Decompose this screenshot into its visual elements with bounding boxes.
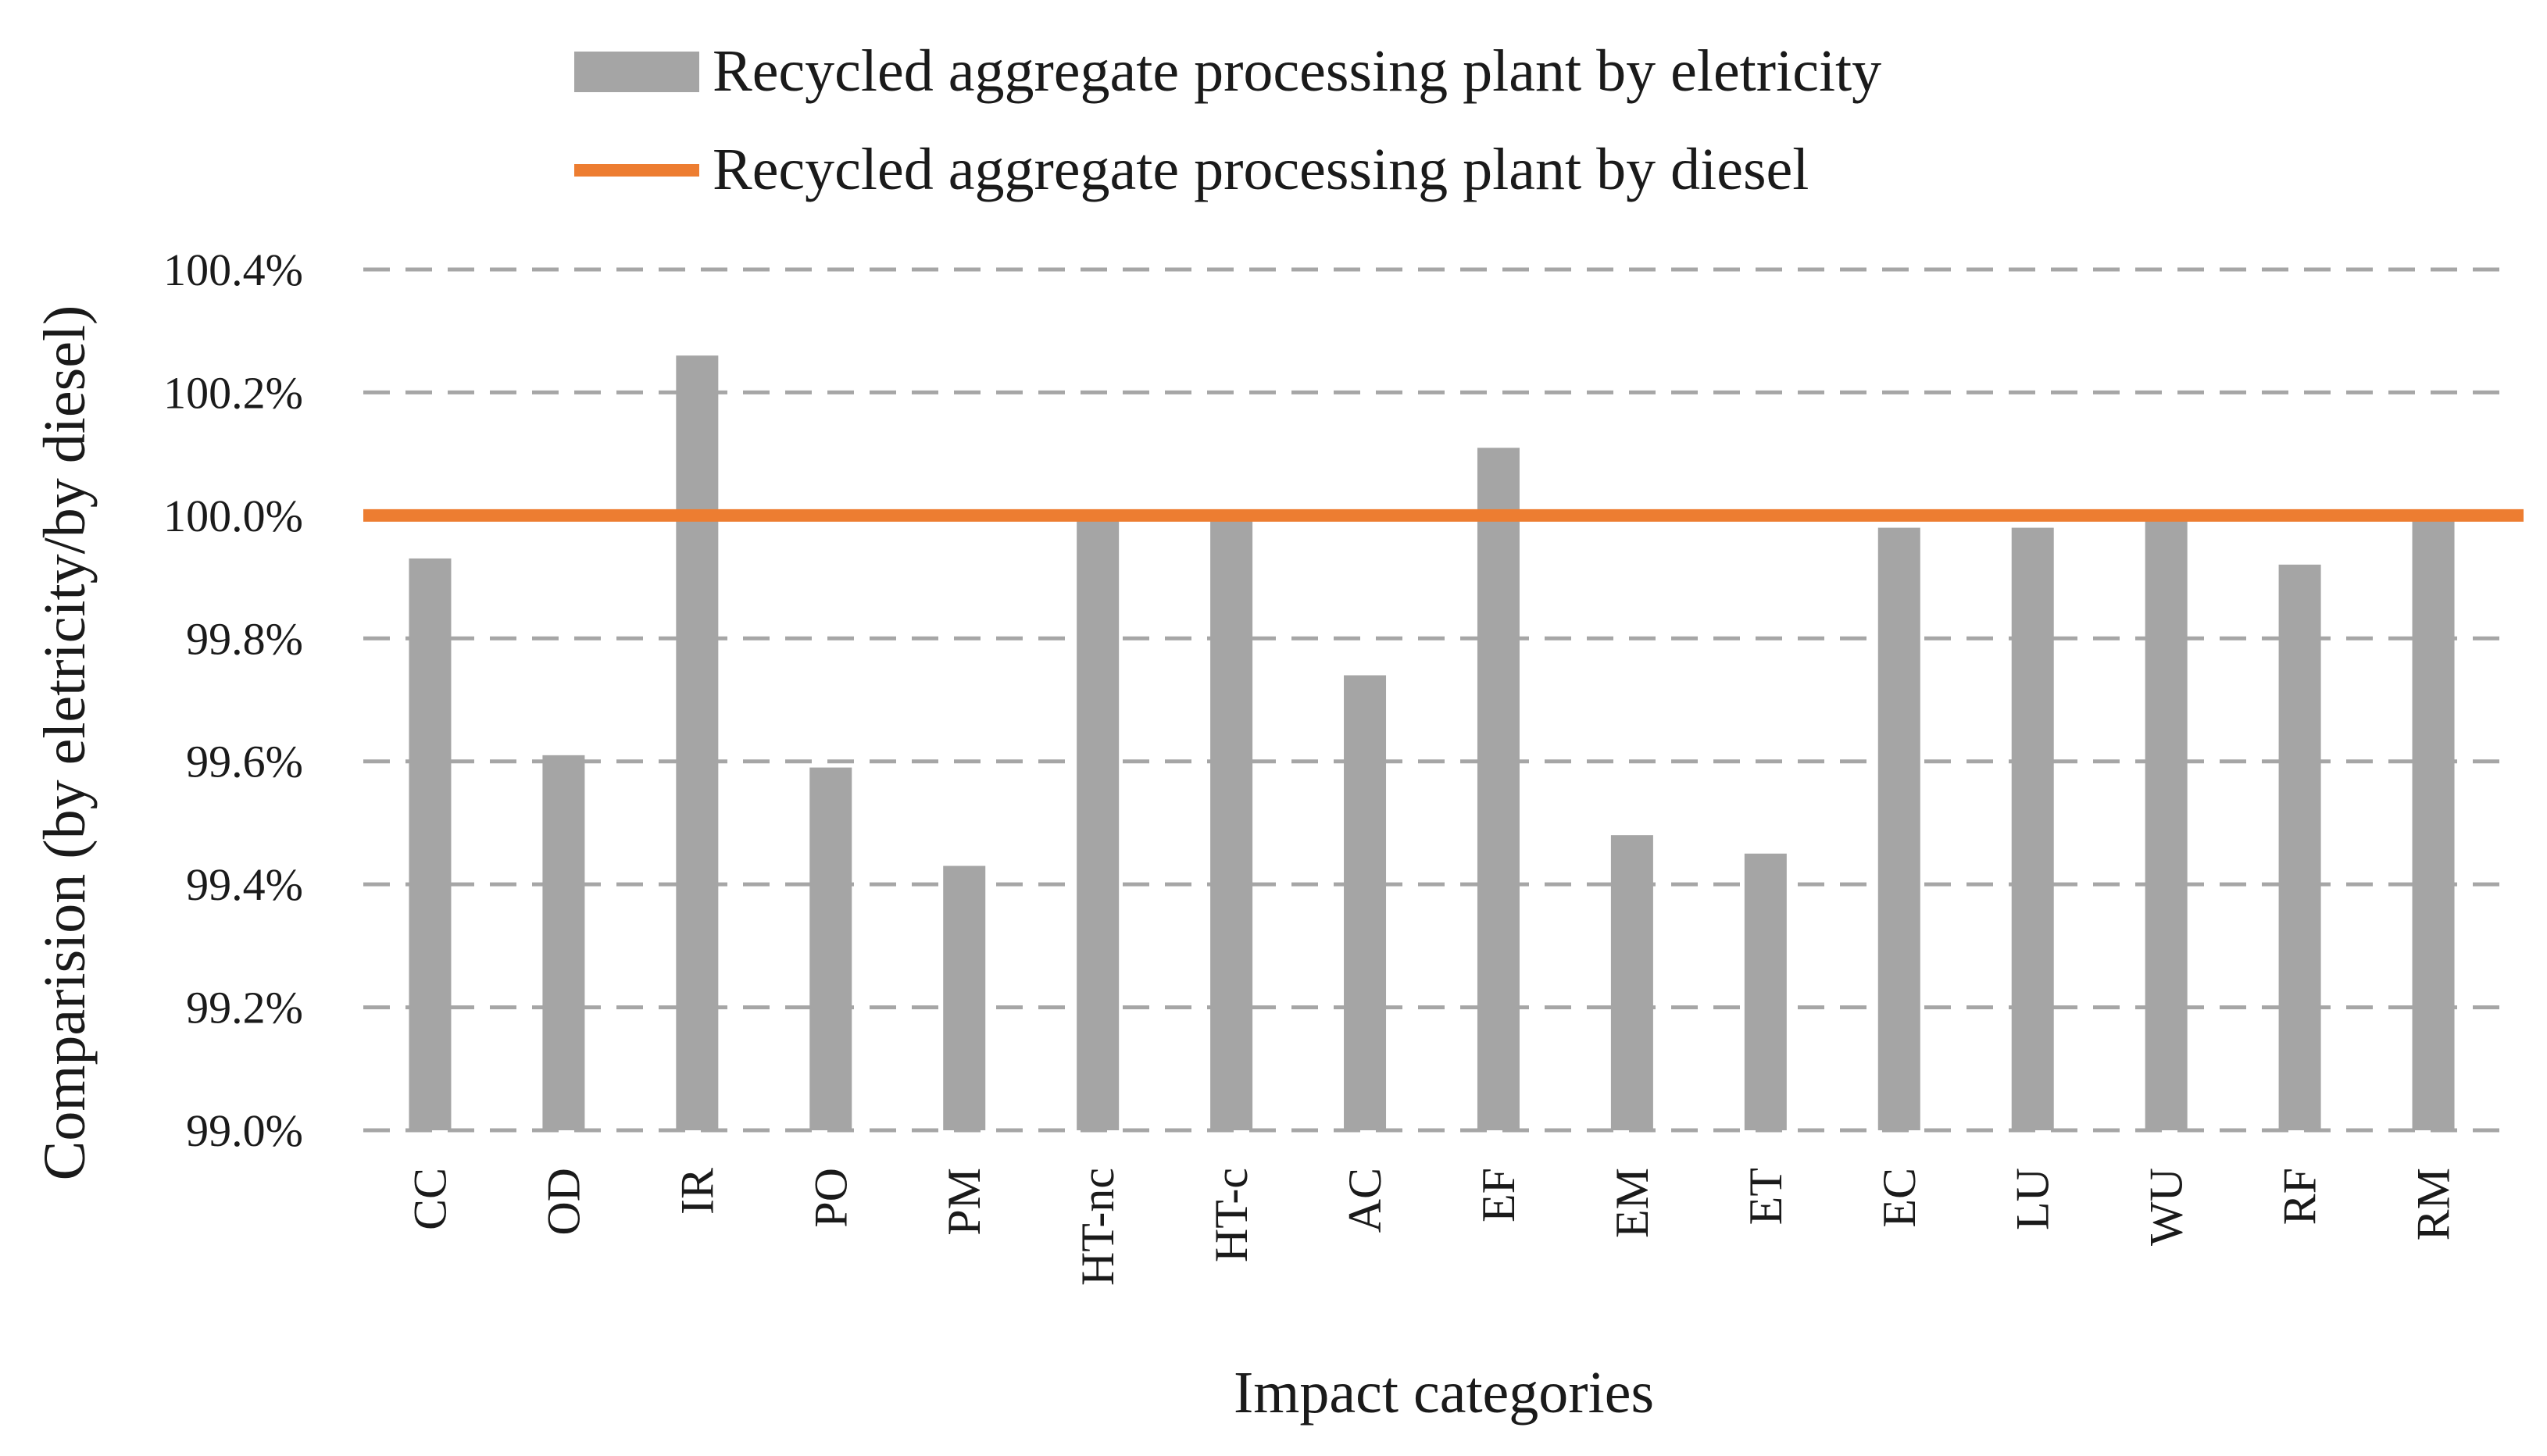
bar-lu bbox=[2011, 527, 2054, 1130]
bar-po bbox=[809, 767, 852, 1130]
bar-ht-nc bbox=[1077, 515, 1120, 1130]
bar-rf bbox=[2278, 564, 2321, 1130]
y-tick-label: 99.4% bbox=[186, 859, 303, 910]
x-category-label: OD bbox=[538, 1168, 589, 1236]
bar-ec bbox=[1877, 527, 1920, 1130]
x-category-label: WU bbox=[2141, 1168, 2192, 1246]
y-tick-label: 99.8% bbox=[186, 613, 303, 664]
x-category-label: HT-nc bbox=[1072, 1168, 1123, 1286]
y-tick-label: 99.0% bbox=[186, 1105, 303, 1156]
bar-wu bbox=[2145, 515, 2188, 1130]
y-tick-label: 99.6% bbox=[186, 737, 303, 787]
bar-od bbox=[542, 755, 585, 1130]
bar-ir bbox=[676, 355, 719, 1130]
x-category-label: HT-c bbox=[1206, 1168, 1257, 1262]
bar-ac bbox=[1344, 675, 1387, 1130]
x-axis-category-labels: CC OD IR PO PM HT-nc HT-c AC EF EM ET EC LU WU RF RM bbox=[404, 1168, 2459, 1286]
bar-pm bbox=[943, 865, 986, 1130]
y-axis-tick-labels: 99.0% 99.2% 99.4% 99.6% 99.8% 100.0% 100.2% 100… bbox=[163, 244, 303, 1156]
x-category-label: RM bbox=[2408, 1168, 2459, 1240]
x-category-label: ET bbox=[1740, 1168, 1791, 1225]
bar-rm bbox=[2412, 515, 2455, 1130]
x-category-label: EC bbox=[1874, 1168, 1925, 1228]
y-tick-label: 100.2% bbox=[163, 367, 303, 418]
x-category-label: RF bbox=[2274, 1168, 2326, 1225]
x-category-label: AC bbox=[1339, 1168, 1391, 1233]
x-axis-title: Impact categories bbox=[1234, 1360, 1654, 1426]
bar-em bbox=[1610, 835, 1653, 1130]
y-tick-label: 99.2% bbox=[186, 983, 303, 1033]
legend-label-electricity: Recycled aggregate processing plant by e… bbox=[713, 38, 1881, 104]
legend-swatch-electricity bbox=[574, 52, 699, 92]
x-category-label: EM bbox=[1606, 1168, 1658, 1238]
x-category-label: LU bbox=[2007, 1168, 2059, 1230]
bar-series-electricity bbox=[409, 355, 2455, 1130]
y-tick-label: 100.4% bbox=[163, 244, 303, 295]
bar-ht-c bbox=[1210, 515, 1253, 1130]
x-category-label: IR bbox=[671, 1168, 723, 1215]
x-category-label: CC bbox=[404, 1168, 455, 1230]
legend: Recycled aggregate processing plant by e… bbox=[574, 38, 1881, 202]
x-category-label: PO bbox=[805, 1168, 856, 1228]
legend-label-diesel: Recycled aggregate processing plant by d… bbox=[713, 137, 1809, 202]
x-category-label: PM bbox=[938, 1168, 990, 1236]
x-category-label: EF bbox=[1473, 1168, 1524, 1222]
y-axis-title: Comparision (by eletricity/by diesel) bbox=[32, 305, 98, 1181]
bar-et bbox=[1744, 853, 1787, 1130]
y-tick-label: 100.0% bbox=[163, 491, 303, 541]
bar-ef bbox=[1477, 448, 1520, 1130]
bar-cc bbox=[409, 558, 452, 1130]
